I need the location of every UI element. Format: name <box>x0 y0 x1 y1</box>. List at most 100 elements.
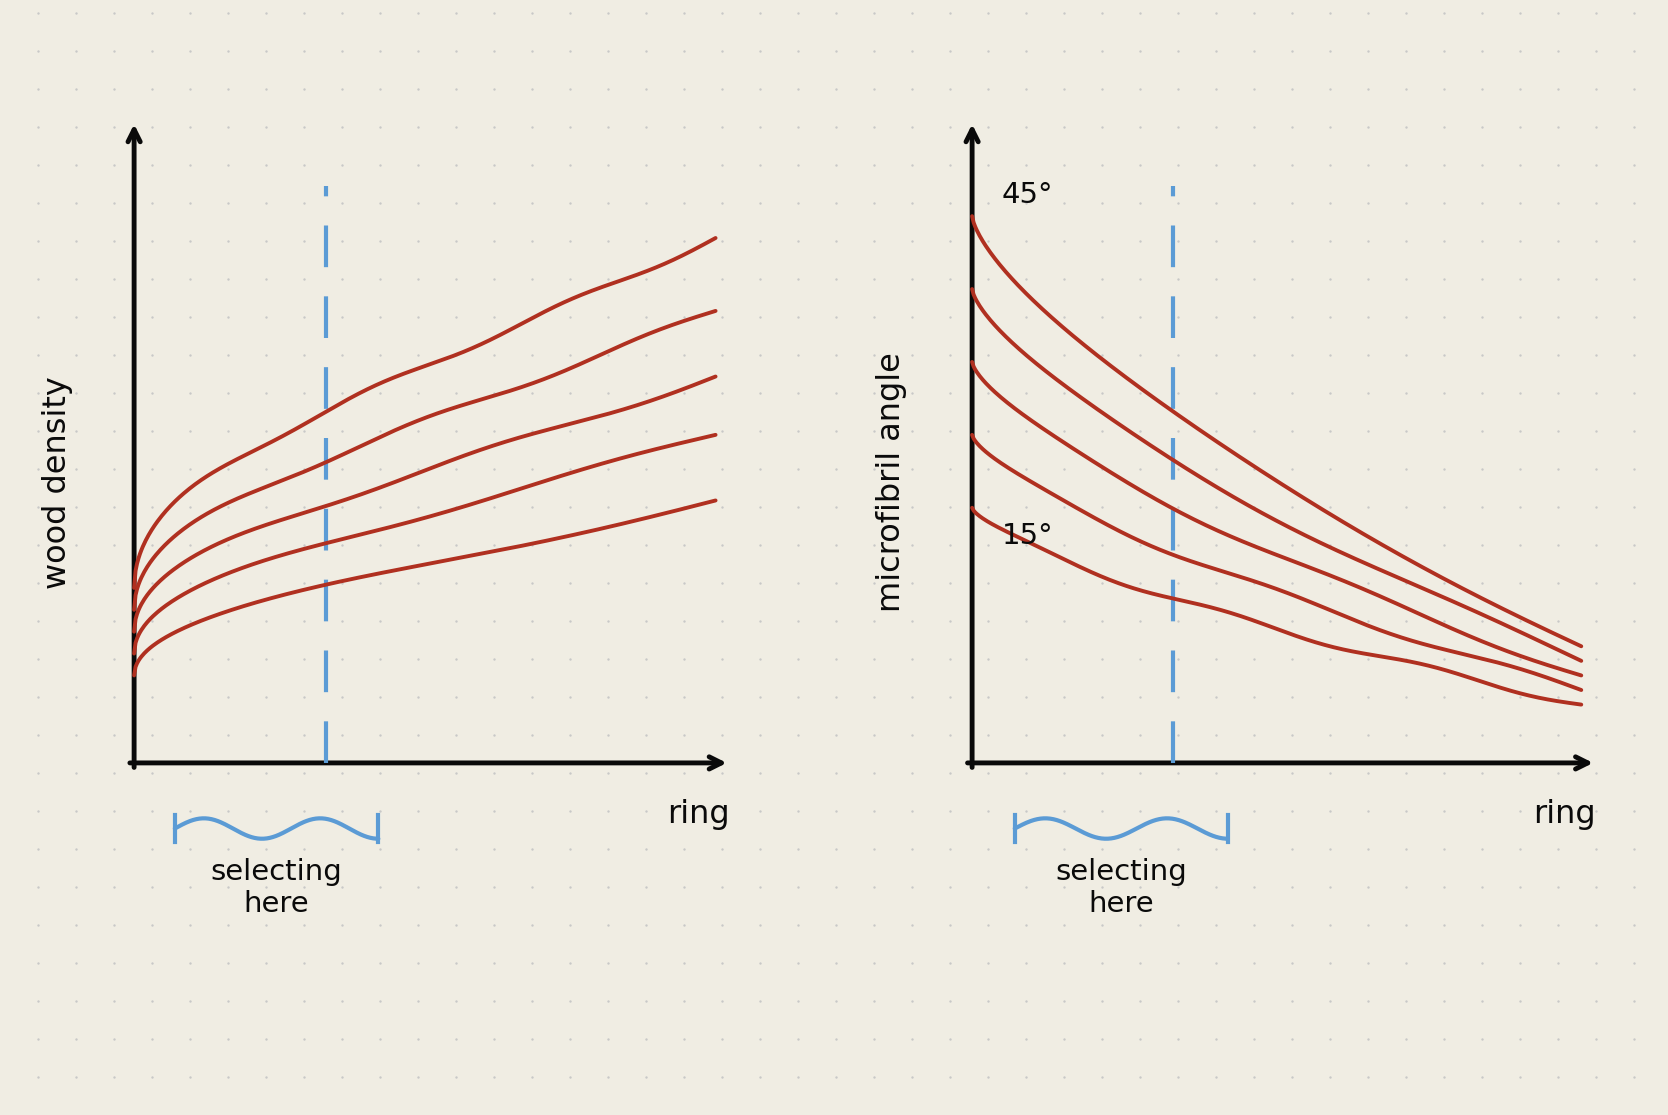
Point <box>1126 879 1153 896</box>
Point <box>215 992 242 1010</box>
Point <box>1431 42 1458 60</box>
Point <box>1051 1068 1078 1086</box>
Point <box>1506 917 1533 934</box>
Point <box>861 4 887 22</box>
Point <box>290 42 317 60</box>
Point <box>1354 612 1381 630</box>
Point <box>1279 650 1306 668</box>
Point <box>747 498 774 516</box>
Point <box>1279 80 1306 98</box>
Point <box>25 4 52 22</box>
Point <box>1545 802 1571 820</box>
Point <box>784 879 811 896</box>
Point <box>1393 764 1419 782</box>
Point <box>1279 574 1306 592</box>
Point <box>632 270 659 288</box>
Point <box>1316 764 1343 782</box>
Point <box>1203 688 1229 706</box>
Point <box>557 42 584 60</box>
Point <box>480 232 507 250</box>
Point <box>405 384 432 401</box>
Point <box>1545 308 1571 326</box>
Point <box>557 4 584 22</box>
Point <box>937 42 964 60</box>
Point <box>290 726 317 744</box>
Point <box>100 992 127 1010</box>
Point <box>899 1068 926 1086</box>
Point <box>519 384 545 401</box>
Point <box>290 498 317 516</box>
Point <box>25 726 52 744</box>
Point <box>177 802 203 820</box>
Point <box>63 917 90 934</box>
Point <box>899 879 926 896</box>
Point <box>822 574 849 592</box>
Point <box>747 232 774 250</box>
Point <box>1089 879 1116 896</box>
Point <box>671 954 697 972</box>
Point <box>632 346 659 363</box>
Point <box>252 194 279 212</box>
Point <box>861 498 887 516</box>
Point <box>252 764 279 782</box>
Point <box>709 498 736 516</box>
Point <box>1279 194 1306 212</box>
Point <box>138 156 165 174</box>
Point <box>1506 574 1533 592</box>
Point <box>1241 498 1268 516</box>
Point <box>1051 1030 1078 1048</box>
Point <box>252 917 279 934</box>
Point <box>1393 4 1419 22</box>
Point <box>1164 4 1191 22</box>
Point <box>252 423 279 440</box>
Point <box>1126 802 1153 820</box>
Point <box>747 156 774 174</box>
Point <box>822 118 849 136</box>
Point <box>1126 346 1153 363</box>
Point <box>1203 384 1229 401</box>
Point <box>63 498 90 516</box>
Point <box>1431 232 1458 250</box>
Point <box>1316 992 1343 1010</box>
Point <box>1241 536 1268 554</box>
Point <box>63 726 90 744</box>
Point <box>100 764 127 782</box>
Point <box>1203 536 1229 554</box>
Point <box>1241 118 1268 136</box>
Point <box>1583 80 1610 98</box>
Point <box>329 1030 355 1048</box>
Point <box>367 460 394 478</box>
Point <box>747 840 774 857</box>
Point <box>1354 498 1381 516</box>
Point <box>442 840 469 857</box>
Point <box>1012 80 1039 98</box>
Point <box>1431 4 1458 22</box>
Point <box>1545 840 1571 857</box>
Point <box>1279 346 1306 363</box>
Point <box>519 574 545 592</box>
Point <box>1126 80 1153 98</box>
Point <box>1279 879 1306 896</box>
Point <box>974 764 1001 782</box>
Point <box>1506 308 1533 326</box>
Point <box>1051 346 1078 363</box>
Point <box>899 840 926 857</box>
Point <box>1279 612 1306 630</box>
Point <box>1126 726 1153 744</box>
Point <box>1089 1030 1116 1048</box>
Point <box>1621 1030 1648 1048</box>
Point <box>1203 346 1229 363</box>
Point <box>557 764 584 782</box>
Point <box>1431 384 1458 401</box>
Point <box>138 992 165 1010</box>
Point <box>480 42 507 60</box>
Point <box>63 536 90 554</box>
Point <box>25 574 52 592</box>
Point <box>1051 992 1078 1010</box>
Point <box>1393 726 1419 744</box>
Point <box>480 650 507 668</box>
Point <box>937 118 964 136</box>
Point <box>480 1068 507 1086</box>
Point <box>632 612 659 630</box>
Point <box>671 1068 697 1086</box>
